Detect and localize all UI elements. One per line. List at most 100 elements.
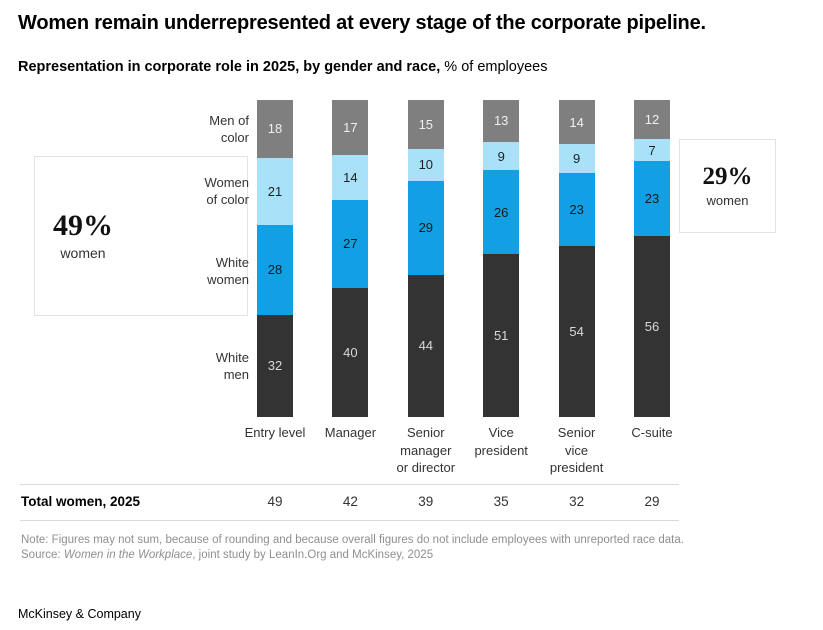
bar-segment-men-of-color: 14: [558, 100, 595, 145]
series-label-line: of color: [206, 192, 249, 207]
category-label-line: vice: [565, 442, 589, 458]
total-value: 29: [644, 494, 660, 509]
segment-value: 44: [418, 338, 434, 354]
total-row-label: Total women, 2025: [21, 494, 141, 509]
bar-segment-women-of-color: 9: [558, 144, 595, 173]
category-label: Manager: [305, 424, 395, 442]
callout-right-inner: 29% women: [680, 164, 775, 208]
bar-segment-white-men: 40: [332, 287, 369, 417]
bar-segment-white-men: 54: [558, 245, 595, 417]
bar-manager: 17 14 27 40: [332, 100, 369, 417]
footnote: Note: Figures may not sum, because of ro…: [21, 534, 684, 546]
segment-value: 14: [343, 170, 358, 186]
source-title-italic: Women in the Workplace: [63, 549, 193, 561]
bar-c-suite: 12 7 23 56: [634, 100, 670, 417]
category-label: Vice president: [456, 424, 546, 459]
series-label-line: women: [207, 272, 249, 287]
category-label-line: president: [474, 442, 528, 458]
total-value: 49: [267, 494, 283, 509]
segment-value: 29: [418, 220, 434, 236]
category-label-line: Entry level: [244, 425, 306, 440]
bar-segment-white-men: 51: [483, 253, 520, 417]
bar-segment-women-of-color: 21: [257, 157, 293, 225]
category-label-line: Senior: [557, 425, 596, 440]
total-row-top-rule: [20, 484, 679, 485]
category-label: Entry level: [230, 424, 320, 442]
bar-segment-men-of-color: 15: [407, 100, 444, 149]
category-label-line: manager: [400, 442, 452, 458]
segment-value: 23: [644, 191, 660, 207]
total-value: 39: [418, 494, 434, 509]
bar-segment-women-of-color: 10: [407, 148, 444, 181]
segment-value: 21: [267, 183, 283, 199]
series-label-line: White: [215, 255, 249, 270]
callout-right-value: 29%: [702, 163, 753, 190]
bar-segment-women-of-color: 14: [332, 154, 369, 201]
source-prefix: Source:: [21, 549, 64, 561]
series-label-line: color: [220, 130, 249, 145]
series-label-white-women: White women: [120, 254, 249, 288]
bar-segment-white-men: 32: [257, 314, 293, 417]
series-label-line: White: [215, 350, 249, 365]
callout-left-value: 49%: [53, 209, 113, 242]
total-value: 32: [569, 494, 585, 509]
segment-value: 13: [493, 113, 509, 129]
bar-segment-white-women: 28: [257, 224, 293, 315]
category-label-line: Senior: [407, 425, 445, 440]
callout-49-percent-women: 49% women: [34, 156, 248, 316]
series-label-women-of-color: Women of color: [120, 174, 249, 208]
category-label: Senior vice president: [532, 424, 622, 477]
source-suffix: , joint study by LeanIn.Org and McKinsey…: [192, 549, 434, 561]
mckinsey-wordmark: McKinsey & Company: [18, 607, 141, 621]
total-value: 35: [493, 494, 509, 509]
bar-segment-white-women: 23: [634, 161, 670, 236]
subtitle-unit: % of employees: [444, 59, 548, 75]
segment-value: 18: [267, 121, 283, 137]
bar-segment-women-of-color: 9: [483, 141, 520, 171]
segment-value: 10: [418, 157, 434, 173]
segment-value: 40: [343, 344, 358, 360]
segment-value: 17: [343, 119, 358, 135]
segment-value: 51: [493, 327, 509, 343]
segment-value: 54: [569, 323, 584, 339]
segment-value: 9: [497, 148, 505, 164]
callout-29-percent-women: 29% women: [679, 139, 776, 233]
category-label: C-suite: [607, 424, 697, 442]
category-label-line: Manager: [324, 425, 377, 440]
bar-senior-manager-or-director: 15 10 29 44: [407, 100, 444, 417]
category-label-line: or director: [396, 460, 456, 475]
series-label-line: Men of: [209, 113, 249, 128]
bar-segment-white-women: 29: [407, 180, 444, 275]
segment-value: 23: [569, 201, 584, 217]
segment-value: 32: [267, 358, 283, 374]
category-label-line: Vice: [488, 425, 514, 440]
bar-segment-men-of-color: 18: [257, 100, 293, 158]
bar-segment-women-of-color: 7: [634, 138, 670, 162]
series-label-white-men: White men: [120, 349, 249, 383]
segment-value: 9: [572, 151, 581, 167]
total-row-bottom-rule: [20, 520, 679, 521]
segment-value: 12: [644, 111, 660, 127]
series-label-men-of-color: Men of color: [120, 112, 249, 146]
subtitle-bold: Representation in corporate role in 2025…: [18, 59, 441, 75]
series-label-line: men: [223, 367, 249, 382]
bar-senior-vice-president: 14 9 23 54: [558, 100, 595, 417]
series-label-line: Women: [204, 175, 249, 190]
callout-left-label: women: [60, 245, 106, 261]
segment-value: 15: [418, 116, 434, 132]
segment-value: 28: [267, 262, 283, 278]
chart-title: Women remain underrepresented at every s…: [18, 12, 706, 34]
bar-segment-men-of-color: 12: [634, 100, 670, 139]
bar-vice-president: 13 9 26 51: [483, 100, 520, 417]
bar-segment-white-women: 26: [483, 170, 520, 254]
chart-subtitle: Representation in corporate role in 2025…: [18, 59, 547, 75]
total-value: 42: [342, 494, 358, 509]
segment-value: 7: [648, 142, 656, 158]
category-label-line: C-suite: [631, 425, 673, 440]
bar-segment-men-of-color: 17: [332, 100, 369, 155]
bar-segment-white-women: 23: [558, 172, 595, 246]
bar-segment-white-women: 27: [332, 200, 369, 288]
bar-segment-men-of-color: 13: [483, 100, 520, 142]
bar-segment-white-men: 44: [407, 274, 444, 417]
